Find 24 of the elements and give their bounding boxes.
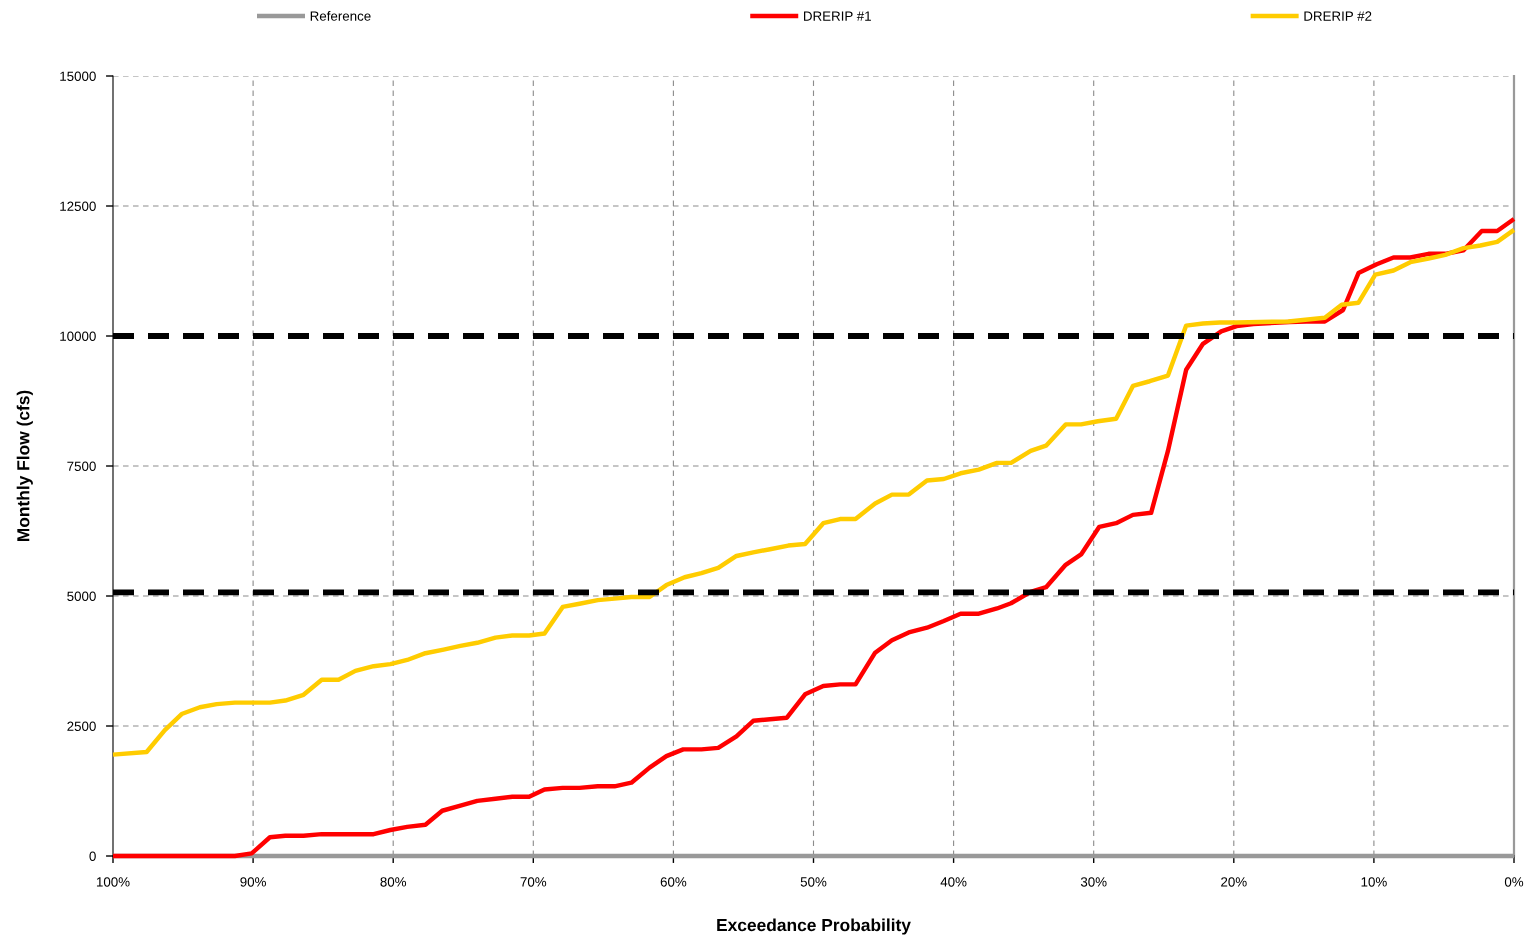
x-axis-title: Exceedance Probability	[717, 918, 911, 935]
x-tick-label: 0%	[1504, 877, 1524, 887]
y-axis-title: Monthly Flow (cfs)	[16, 390, 33, 542]
legend-label: DRERIP #2	[1304, 11, 1372, 21]
x-tick-label: 10%	[1361, 877, 1387, 887]
y-tick-label: 7500	[67, 461, 96, 471]
x-tick-label: 70%	[520, 877, 547, 887]
x-tick-label: 90%	[240, 877, 266, 887]
x-tick-label: 50%	[800, 877, 827, 887]
y-tick-label: 5000	[67, 591, 96, 601]
y-tick-label: 12500	[60, 201, 96, 211]
x-tick-label: 80%	[380, 877, 407, 887]
y-tick-label: 15000	[60, 71, 96, 81]
x-tick-label: 30%	[1080, 877, 1107, 887]
legend-label: DRERIP #1	[804, 11, 871, 21]
x-tick-label: 100%	[96, 877, 130, 887]
x-tick-label: 60%	[660, 877, 687, 887]
y-tick-label: 0	[89, 851, 96, 861]
x-tick-label: 20%	[1221, 877, 1247, 887]
legend-label: Reference	[310, 11, 371, 21]
y-tick-label: 2500	[67, 721, 96, 731]
y-tick-label: 10000	[60, 331, 96, 341]
line-series	[110, 227, 1517, 757]
x-tick-label: 40%	[940, 877, 967, 887]
